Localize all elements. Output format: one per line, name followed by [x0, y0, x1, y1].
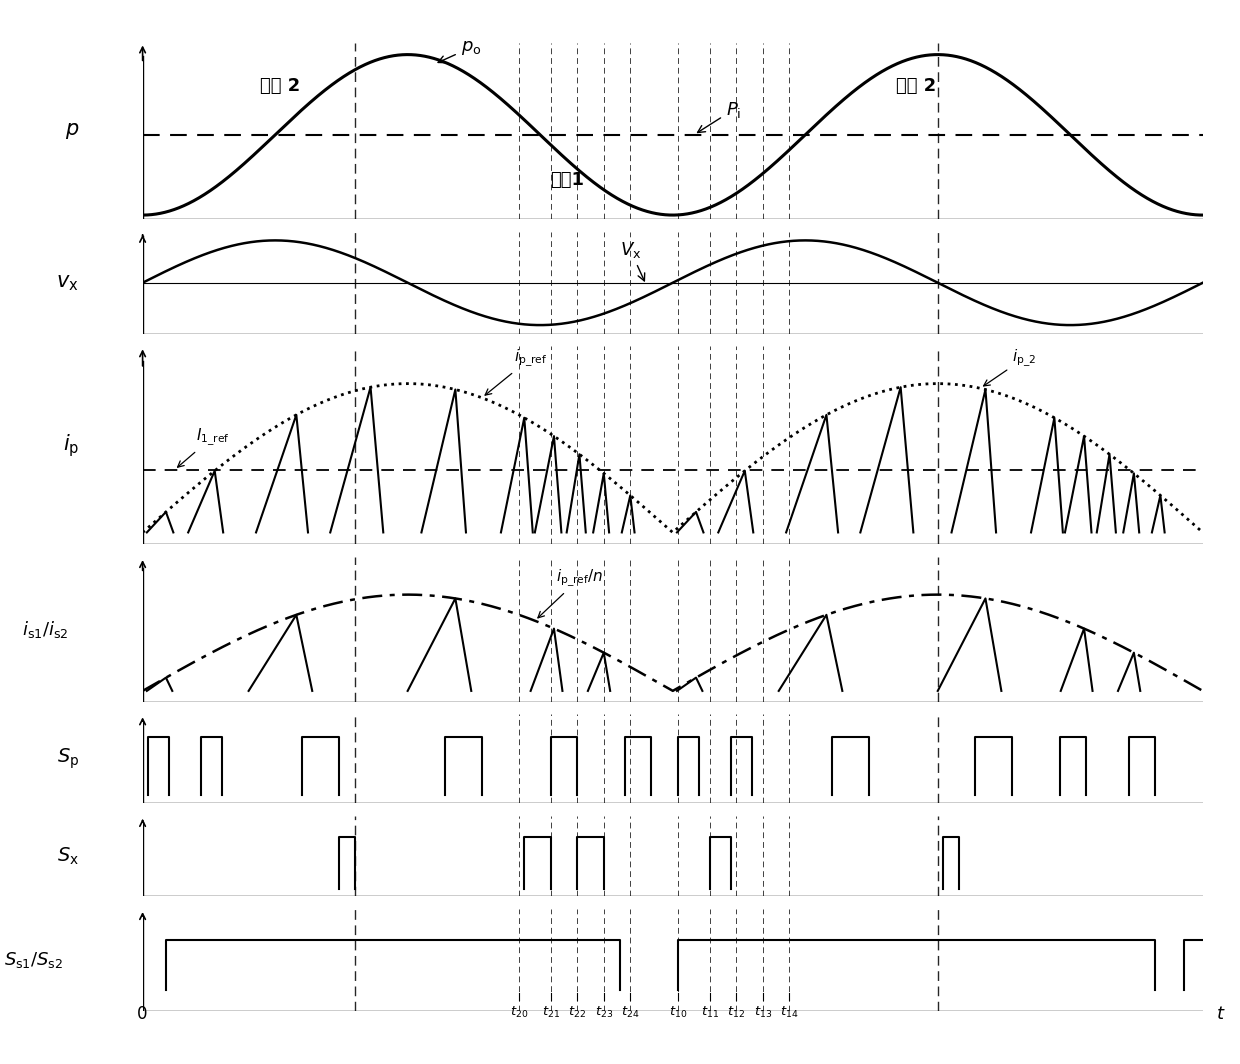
Text: $t_{14}$: $t_{14}$	[780, 1004, 799, 1019]
Text: $t_{24}$: $t_{24}$	[621, 1004, 640, 1019]
Text: $t_{20}$: $t_{20}$	[510, 1004, 528, 1019]
Text: $p_{\rm o}$: $p_{\rm o}$	[438, 38, 481, 63]
Text: $t_{10}$: $t_{10}$	[668, 1004, 687, 1019]
Text: $i_{\rm p\_ref}/n$: $i_{\rm p\_ref}/n$	[538, 568, 604, 618]
Text: $S_{\rm s1}/S_{\rm s2}$: $S_{\rm s1}/S_{\rm s2}$	[4, 950, 63, 970]
Text: $S_{\rm x}$: $S_{\rm x}$	[57, 846, 79, 867]
Text: 模式 2: 模式 2	[897, 77, 936, 95]
Text: $i_{\rm p\_2}$: $i_{\rm p\_2}$	[983, 348, 1035, 386]
Text: $v_{\rm x}$: $v_{\rm x}$	[57, 272, 79, 293]
Text: $t_{13}$: $t_{13}$	[754, 1004, 773, 1019]
Text: $V_{\rm x}$: $V_{\rm x}$	[620, 240, 645, 281]
Text: $t_{22}$: $t_{22}$	[568, 1004, 587, 1019]
Text: $t_{12}$: $t_{12}$	[728, 1004, 745, 1019]
Text: 0: 0	[138, 1004, 148, 1023]
Text: 模式1: 模式1	[549, 170, 584, 188]
Text: $i_{\rm p}$: $i_{\rm p}$	[63, 432, 79, 459]
Text: $t_{11}$: $t_{11}$	[701, 1004, 719, 1019]
Text: $t_{23}$: $t_{23}$	[595, 1004, 613, 1019]
Text: $p$: $p$	[64, 121, 79, 140]
Text: $P_{\rm i}$: $P_{\rm i}$	[698, 100, 742, 133]
Text: $i_{\rm s1}/i_{\rm s2}$: $i_{\rm s1}/i_{\rm s2}$	[22, 619, 68, 639]
Text: $I_{\rm 1\_ref}$: $I_{\rm 1\_ref}$	[177, 427, 229, 467]
Text: $S_{\rm p}$: $S_{\rm p}$	[57, 747, 79, 771]
Text: 模式 2: 模式 2	[260, 77, 300, 95]
Text: $t_{21}$: $t_{21}$	[542, 1004, 559, 1019]
Text: $i_{\rm p\_ref}$: $i_{\rm p\_ref}$	[485, 348, 547, 395]
Text: $t$: $t$	[1215, 1004, 1225, 1023]
